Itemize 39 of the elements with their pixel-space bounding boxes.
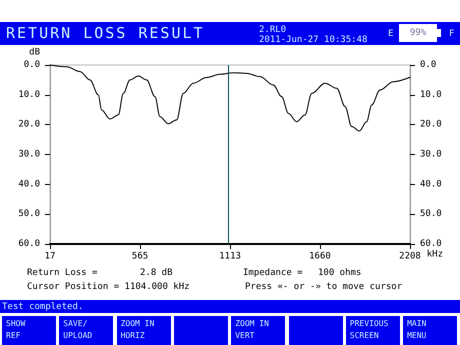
y2-tick-label: 50.0 (420, 209, 442, 220)
x-tick-label: 1113 (219, 252, 241, 262)
softkey-button: PREVIOUS SCREEN (346, 316, 400, 345)
x-axis-title: kHz (426, 250, 444, 260)
y-tick-label: 10.0 (18, 90, 40, 100)
y-tick-label: 50.0 (18, 209, 40, 220)
text: 100 ohms (318, 268, 362, 279)
x-tick-label: 1660 (309, 252, 331, 262)
text: Test completed. (2, 302, 84, 313)
y2-tick-label: 0.0 (420, 60, 436, 70)
softkey-button: MAIN MENU (403, 316, 458, 345)
y2-tick-label: 40.0 (420, 179, 442, 190)
chart-title: RETURN LOSS RESULT (6, 24, 205, 42)
text: Impedance = (243, 268, 303, 279)
y-axis-title: dB (29, 48, 40, 58)
y-tick-label: 60.0 (18, 239, 40, 249)
y2-tick-label: 30.0 (420, 150, 442, 160)
text: 2.RL0 (259, 25, 286, 35)
y-tick-label: 30.0 (18, 150, 40, 160)
softkey-button: ZOOM IN HORIZ (116, 316, 171, 345)
x-tick-label: 17 (44, 252, 56, 262)
text: E (388, 29, 394, 40)
x-tick-label: 565 (132, 252, 148, 262)
y-tick-label: 40.0 (18, 179, 40, 190)
text: 2011-Jun-27 10:35:48 (259, 35, 368, 46)
x-tick-label: 2208 (399, 252, 421, 262)
y2-tick-label: 20.0 (420, 120, 442, 130)
y-tick-label: 0.0 (24, 60, 40, 70)
text: Return Loss = (27, 268, 98, 279)
text: Cursor Position = 1104.000 kHz (27, 282, 190, 293)
y2-tick-label: 60.0 (420, 239, 442, 249)
text: F (449, 29, 454, 40)
text: Press «- or -» to move cursor (245, 282, 402, 293)
softkey-button: SHOW REF (2, 316, 56, 345)
softkey-button: ZOOM IN VERT (231, 316, 286, 345)
y-tick-label: 20.0 (18, 120, 40, 130)
softkey-button: SAVE/ UPLOAD (59, 316, 114, 345)
y2-tick-label: 10.0 (420, 90, 442, 100)
text: 2.8 dB (140, 268, 173, 279)
